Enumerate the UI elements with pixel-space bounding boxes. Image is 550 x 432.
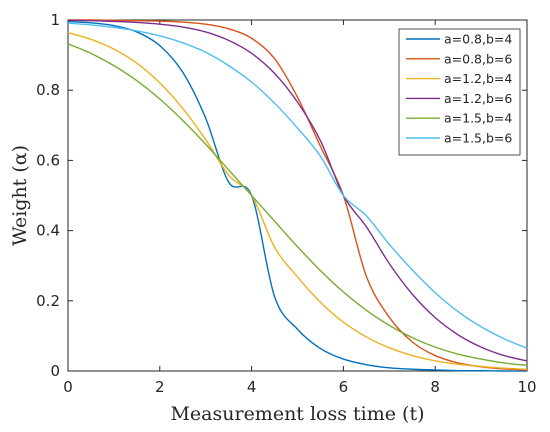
x-axis-label: Measurement loss time (t) [170, 403, 424, 425]
x-tick-label: 2 [155, 378, 165, 396]
series-line-5 [67, 43, 528, 367]
y-tick-label: 0.4 [36, 222, 60, 240]
x-axis-ticks: 0 2 4 6 8 10 [63, 20, 537, 396]
y-tick-label: 0 [50, 362, 60, 380]
y-tick-label: 0.6 [36, 151, 60, 169]
y-tick-label: 0.8 [36, 81, 60, 99]
x-tick-label: 6 [339, 378, 349, 396]
x-tick-label: 4 [247, 378, 257, 396]
x-tick-label: 8 [430, 378, 440, 396]
legend-label-5: a=1.5,b=4 [444, 111, 512, 126]
series-line-1 [67, 20, 528, 372]
legend-box [398, 28, 521, 156]
series-line-6 [67, 22, 528, 349]
x-tick-label: 10 [517, 378, 536, 396]
series-line-4 [67, 19, 528, 362]
legend: a=0.8,b=4 a=0.8,b=6 a=1.2,b=4 a=1.2,b=6 a=1.… [398, 28, 521, 156]
y-tick-label: 1 [50, 11, 60, 29]
legend-label-2: a=0.8,b=6 [444, 51, 512, 66]
series-line-3 [67, 31, 528, 370]
legend-label-6: a=1.5,b=6 [444, 131, 512, 146]
legend-label-3: a=1.2,b=4 [444, 71, 512, 86]
series-lines [67, 19, 528, 372]
y-tick-label: 0.2 [36, 292, 60, 310]
legend-label-4: a=1.2,b=6 [444, 91, 512, 106]
series-line-2 [67, 19, 528, 371]
legend-label-1: a=0.8,b=4 [444, 32, 512, 47]
y-axis-ticks: 0 0.2 0.4 0.6 0.8 1 [36, 11, 527, 380]
y-axis-label: Weight (α) [9, 145, 31, 246]
x-tick-label: 0 [63, 378, 73, 396]
